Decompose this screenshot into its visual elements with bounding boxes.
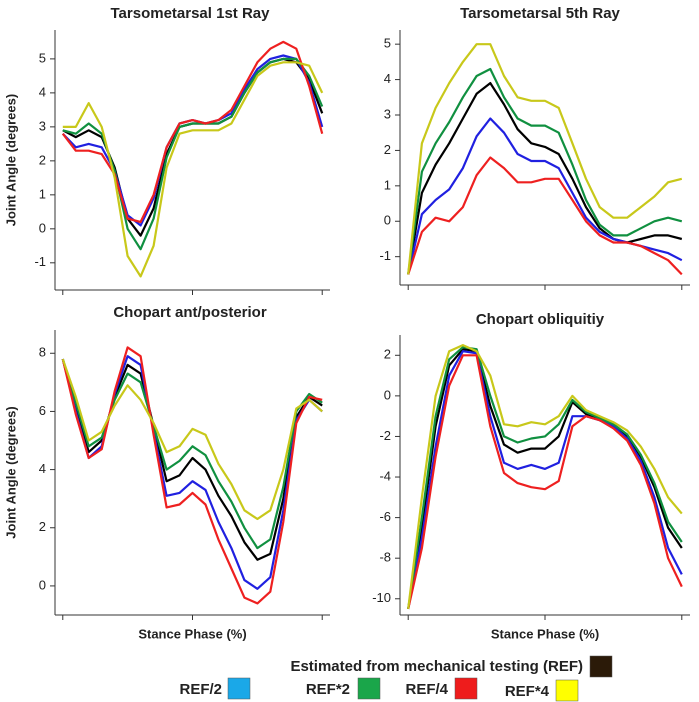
- series-line: [61, 358, 323, 561]
- y-tick-label: 8: [39, 345, 46, 360]
- chart-title: Chopart obliquitiy: [476, 311, 605, 328]
- y-tick-label: 0: [39, 220, 46, 235]
- y-axis-label: Joint Angle (degrees): [3, 406, 18, 538]
- legend-label: REF*2: [306, 681, 350, 698]
- x-axis-label: Stance Phase (%): [491, 626, 599, 641]
- y-tick-label: 5: [39, 50, 46, 65]
- legend-label: REF*4: [505, 683, 550, 700]
- chart-title: Tarsometarsal 1st Ray: [111, 5, 271, 22]
- y-axis-label: Joint Angle (degrees): [3, 94, 18, 226]
- series-line: [62, 61, 324, 278]
- series-line: [407, 348, 683, 610]
- legend-swatch: [555, 679, 579, 702]
- series-line: [407, 350, 683, 610]
- series-line: [407, 344, 683, 610]
- series-line: [407, 67, 683, 275]
- y-tick-label: 2: [39, 519, 46, 534]
- y-tick-label: 2: [384, 142, 391, 157]
- y-tick-label: 2: [384, 347, 391, 362]
- series-line: [407, 354, 683, 610]
- y-tick-label: -2: [379, 428, 391, 443]
- series-line: [61, 40, 324, 224]
- series-line: [61, 346, 323, 605]
- y-tick-label: 1: [384, 177, 391, 192]
- legend-swatch: [589, 655, 613, 678]
- y-tick-label: 0: [384, 213, 391, 228]
- y-tick-label: 4: [384, 71, 391, 86]
- y-tick-label: -4: [379, 468, 391, 483]
- x-axis-label: Stance Phase (%): [138, 626, 246, 641]
- y-tick-label: -10: [372, 590, 391, 605]
- y-tick-label: 3: [39, 118, 46, 133]
- y-tick-label: -8: [379, 550, 391, 565]
- y-tick-label: 1: [39, 186, 46, 201]
- y-tick-label: -1: [34, 254, 46, 269]
- y-tick-label: 4: [39, 84, 46, 99]
- series-line: [407, 156, 683, 276]
- y-tick-label: -1: [379, 248, 391, 263]
- series-line: [407, 43, 683, 275]
- legend-label: Estimated from mechanical testing (REF): [290, 658, 583, 675]
- series-line: [61, 358, 323, 521]
- legend-swatch: [227, 677, 251, 700]
- y-tick-label: 5: [384, 36, 391, 51]
- y-tick-label: 0: [384, 387, 391, 402]
- chart-title: Tarsometarsal 5th Ray: [460, 5, 620, 22]
- y-tick-label: 3: [384, 106, 391, 121]
- y-tick-label: 6: [39, 403, 46, 418]
- series-line: [407, 82, 683, 275]
- y-tick-label: 2: [39, 152, 46, 167]
- chart-title: Chopart ant/posterior: [113, 304, 267, 321]
- legend-swatch: [454, 677, 478, 700]
- legend-label: REF/4: [405, 681, 448, 698]
- legend-label: REF/2: [179, 681, 222, 698]
- y-tick-label: 0: [39, 577, 46, 592]
- y-tick-label: -6: [379, 509, 391, 524]
- legend-swatch: [357, 677, 381, 700]
- series-line: [407, 346, 683, 610]
- y-tick-label: 4: [39, 461, 46, 476]
- series-line: [62, 54, 324, 227]
